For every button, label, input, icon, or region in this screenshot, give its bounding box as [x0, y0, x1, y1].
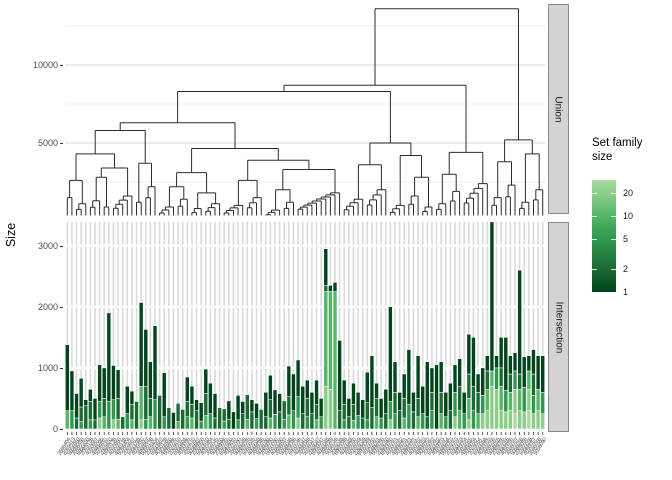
facet-strip-intersection: Intersection — [548, 222, 569, 432]
y-axis-title: Size — [4, 222, 18, 248]
legend-tick-label: 1 — [623, 286, 629, 297]
y-tick-label: 1000 — [37, 362, 58, 373]
legend-tick-label: 2 — [623, 263, 629, 274]
y-tick-mark — [60, 245, 63, 247]
legend-tick-mark — [611, 193, 616, 195]
y-tick-label: 3000 — [37, 240, 58, 251]
y-tick-label: 0 — [52, 424, 58, 434]
legend-title: Set family size — [592, 137, 643, 163]
y-tick-mark — [60, 429, 63, 431]
legend-tick-mark — [592, 216, 597, 218]
y-tick-mark — [60, 306, 63, 308]
y-tick-label: 5000 — [37, 138, 58, 148]
legend-tick-mark — [592, 193, 597, 195]
legend-tick-mark — [592, 239, 597, 240]
y-tick-mark — [60, 65, 63, 67]
legend-tick-mark — [611, 269, 616, 271]
y-tick-mark — [60, 367, 63, 370]
legend-tick-mark — [611, 216, 616, 218]
union-dendrogram-panel — [65, 8, 545, 216]
legend-gradient-bar — [592, 180, 616, 292]
legend-set-family-size: Set family size 20 10 5 2 1 — [585, 130, 672, 305]
facet-strip-union: Union — [548, 4, 569, 214]
legend-tick-mark — [592, 292, 597, 293]
y-tick-label: 2000 — [37, 301, 58, 312]
legend-tick-label: 10 — [623, 210, 634, 221]
intersection-bar-panel — [65, 222, 545, 435]
legend-tick-label: 5 — [623, 233, 629, 244]
legend-tick-mark — [611, 292, 616, 293]
legend-tick-mark — [592, 269, 597, 271]
y-tick-label: 10000 — [32, 60, 58, 70]
facet-strip-intersection-label: Intersection — [553, 301, 565, 353]
legend-tick-mark — [611, 239, 616, 240]
legend-tick-label: 20 — [623, 187, 634, 198]
facet-strip-union-label: Union — [553, 95, 565, 123]
y-tick-mark — [60, 143, 63, 145]
